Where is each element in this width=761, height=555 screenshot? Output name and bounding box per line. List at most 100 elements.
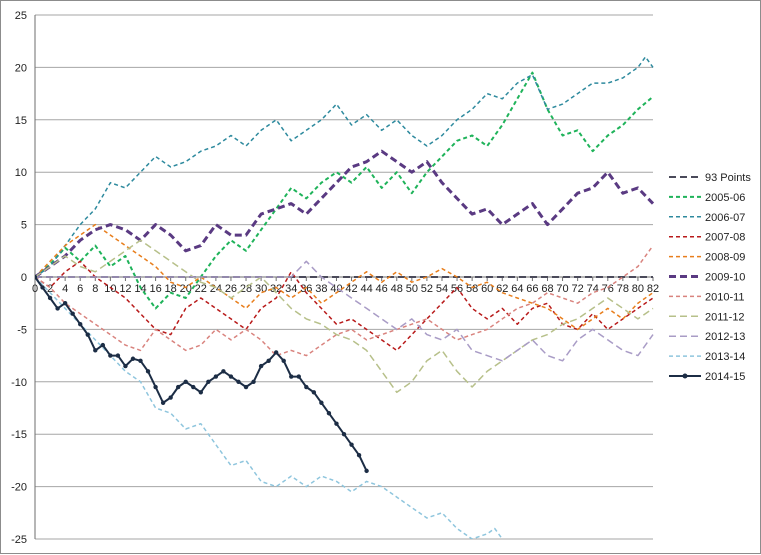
data-point (108, 353, 113, 358)
x-tick-label: 46 (376, 283, 388, 295)
x-tick-label: 80 (632, 283, 644, 295)
legend-label: 2007-08 (705, 232, 745, 244)
data-point (175, 384, 181, 390)
x-tick-label: 44 (360, 283, 372, 295)
x-tick-label: 34 (285, 283, 297, 295)
x-tick-label: 22 (195, 283, 207, 295)
data-point (70, 311, 75, 316)
series-line-2011-12 (35, 239, 654, 394)
data-point (130, 356, 136, 361)
legend-label: 2005-06 (705, 192, 745, 204)
data-point (115, 353, 121, 358)
y-tick-label: -20 (11, 482, 27, 494)
data-point (160, 400, 166, 405)
data-point (243, 384, 249, 390)
data-point (266, 358, 271, 364)
data-point (123, 363, 128, 369)
data-point (78, 321, 83, 327)
y-tick-label: 0 (21, 272, 27, 284)
x-tick-label: 18 (165, 283, 177, 295)
data-point (221, 369, 226, 374)
data-point (35, 274, 38, 280)
legend-label: 2014-15 (705, 371, 745, 383)
x-tick-label: 48 (391, 283, 403, 295)
series-line-2010-11 (35, 245, 654, 357)
x-tick-label: 16 (149, 283, 161, 295)
x-tick-label: 54 (436, 283, 448, 295)
y-tick-label: 20 (15, 62, 27, 74)
legend-label: 2011-12 (705, 311, 745, 323)
x-tick-label: 38 (315, 283, 327, 295)
series-line-2013-14 (35, 276, 503, 539)
x-tick-label: 26 (225, 283, 237, 295)
legend-marker (682, 373, 688, 379)
data-point (40, 285, 45, 290)
data-point (191, 384, 196, 390)
data-point (304, 384, 309, 390)
data-point (281, 358, 286, 364)
x-tick-label: 42 (345, 283, 357, 295)
series-line-2006-07 (35, 56, 654, 278)
series-line-2007-08 (35, 260, 654, 352)
data-point (251, 379, 256, 384)
data-point (213, 374, 219, 379)
data-point (341, 432, 347, 437)
series-line-2008-09 (35, 223, 654, 331)
data-point (55, 306, 60, 311)
x-tick-label: 4 (62, 283, 68, 295)
data-point (296, 374, 301, 379)
data-point (62, 301, 68, 306)
x-tick-label: 50 (406, 283, 418, 295)
data-point (319, 400, 324, 405)
data-point (364, 468, 369, 474)
x-tick-label: 30 (255, 283, 267, 295)
y-axis-tick-labels: 25 20 15 10 5 0 -5 -10 -15 -20 -25 (11, 10, 27, 546)
series-line-2009-10 (35, 149, 655, 279)
y-tick-label: -5 (17, 324, 27, 336)
data-point (326, 411, 332, 416)
y-tick-label: 25 (15, 10, 27, 22)
x-axis-tick-labels: 0 2 4 6 8 10 12 14 16 18 20 22 24 26 28 30 32 34 36 38 40 42 4… (32, 283, 659, 295)
data-point (47, 295, 53, 301)
x-tick-label: 60 (481, 283, 493, 295)
x-tick-label: 24 (210, 283, 222, 295)
legend-label: 2012-13 (705, 331, 745, 343)
data-point (289, 374, 294, 379)
x-tick-label: 78 (617, 283, 629, 295)
data-point (228, 374, 234, 379)
x-tick-label: 58 (466, 283, 478, 295)
x-tick-label: 0 (32, 283, 38, 295)
x-tick-label: 6 (77, 283, 83, 295)
legend-label: 93 Points (705, 172, 751, 184)
data-point (258, 363, 264, 369)
data-point (145, 369, 151, 374)
data-point (153, 384, 158, 390)
legend-label: 2008-09 (705, 252, 745, 264)
y-tick-label: -25 (11, 534, 27, 546)
data-point (198, 390, 204, 395)
legend: 93 Points 2005-06 2006-07 2007-08 2008-09 200… (669, 172, 751, 383)
data-point (311, 390, 317, 395)
data-point (273, 350, 279, 355)
x-tick-label: 74 (587, 283, 599, 295)
x-tick-label: 72 (572, 283, 584, 295)
legend-label: 2009-10 (705, 272, 745, 284)
y-tick-label: -10 (11, 377, 27, 389)
data-point (100, 342, 106, 348)
y-tick-label: 5 (21, 220, 27, 232)
data-point (349, 442, 354, 447)
data-point (93, 348, 98, 353)
x-tick-label: 70 (556, 283, 568, 295)
x-tick-label: 66 (526, 283, 538, 295)
series-line-2014-15 (35, 276, 368, 472)
x-tick-label: 82 (647, 283, 659, 295)
x-tick-label: 36 (300, 283, 312, 295)
x-tick-label: 52 (421, 283, 433, 295)
x-tick-label: 2 (47, 283, 53, 295)
legend-label: 2006-07 (705, 212, 745, 224)
x-tick-label: 8 (92, 283, 98, 295)
data-point (138, 358, 143, 364)
y-tick-label: 15 (15, 115, 27, 127)
